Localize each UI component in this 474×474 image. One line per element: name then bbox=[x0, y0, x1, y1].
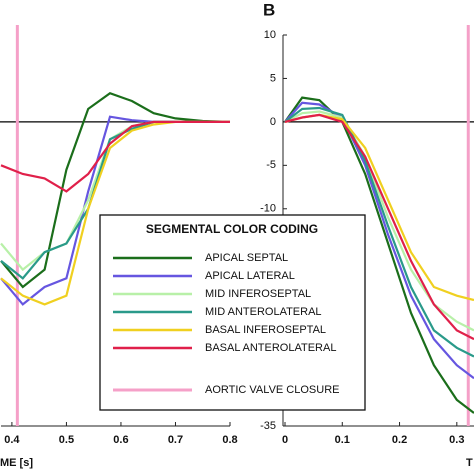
panel-label: B bbox=[263, 0, 275, 19]
series-line bbox=[0, 120, 230, 193]
legend-label: AORTIC VALVE CLOSURE bbox=[205, 384, 339, 396]
series-line bbox=[0, 91, 231, 289]
legend-title: SEGMENTAL COLOR CODING bbox=[146, 222, 318, 236]
x-axis-label: T bbox=[466, 457, 473, 469]
series-line bbox=[284, 113, 474, 341]
legend-label: BASAL INFEROSEPTAL bbox=[205, 324, 326, 336]
x-tick-label: 0.6 bbox=[113, 434, 128, 446]
legend-label: APICAL SEPTAL bbox=[205, 252, 288, 264]
legend-box bbox=[99, 214, 366, 411]
legend-label: MID INFEROSEPTAL bbox=[205, 288, 311, 300]
x-tick-label: 0.8 bbox=[222, 434, 237, 446]
y-tick-label: -5 bbox=[266, 159, 276, 171]
legend-label: BASAL ANTEROLATERAL bbox=[205, 342, 336, 354]
x-tick-label: 0.2 bbox=[392, 434, 407, 446]
y-tick-label: 10 bbox=[264, 29, 276, 41]
y-tick-label: -10 bbox=[260, 203, 276, 215]
x-tick-label: 0.3 bbox=[449, 434, 464, 446]
series-line bbox=[284, 110, 474, 332]
legend-label: MID ANTEROLATERAL bbox=[205, 306, 322, 318]
legend-label: APICAL LATERAL bbox=[205, 270, 295, 282]
x-tick-label: 0.5 bbox=[59, 434, 74, 446]
series-line bbox=[284, 106, 474, 358]
y-tick-label: -35 bbox=[260, 420, 276, 432]
x-tick-label: 0.4 bbox=[4, 434, 20, 446]
y-tick-label: 0 bbox=[270, 116, 276, 128]
x-axis-label: ME [s] bbox=[0, 457, 33, 469]
x-tick-label: 0 bbox=[282, 434, 288, 446]
x-tick-label: 0.1 bbox=[335, 434, 350, 446]
x-tick-label: 0.7 bbox=[168, 434, 183, 446]
series-line bbox=[284, 101, 474, 380]
y-tick-label: 5 bbox=[270, 72, 276, 84]
series-line bbox=[284, 96, 474, 414]
